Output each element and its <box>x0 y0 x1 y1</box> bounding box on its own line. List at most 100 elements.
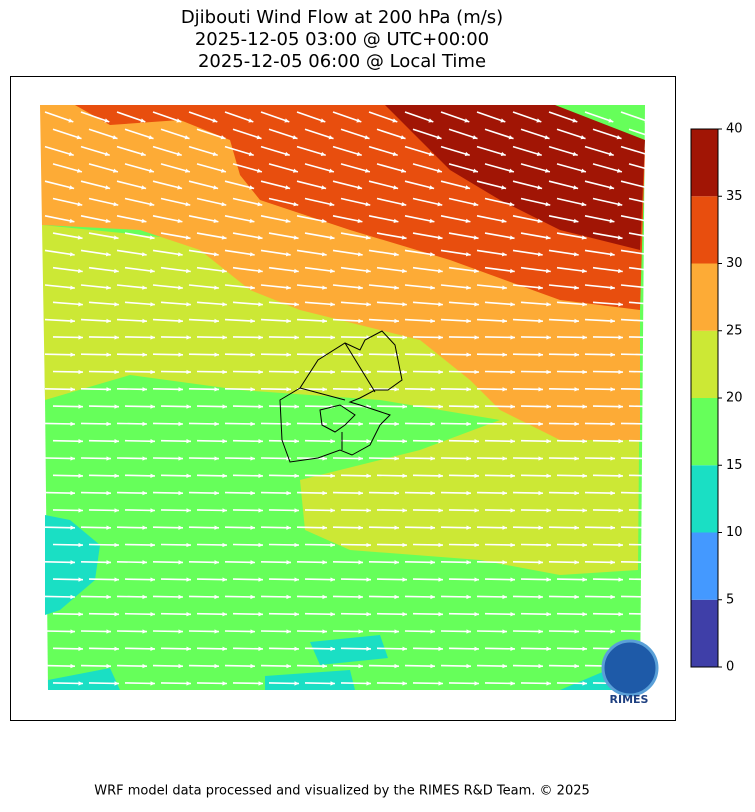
wind-arrow-head <box>546 404 551 409</box>
wind-arrow <box>116 664 148 667</box>
wind-arrow-head <box>114 612 119 617</box>
wind-arrow-head <box>582 681 587 686</box>
colorbar-tick-label: 5 <box>726 592 734 607</box>
wind-arrow-head <box>68 151 74 157</box>
wind-arrow <box>80 180 111 190</box>
wind-arrow <box>404 630 436 633</box>
wind-arrow <box>44 284 75 289</box>
wind-arrow-head <box>366 268 371 274</box>
wind-arrow-head <box>329 235 335 240</box>
wind-arrow <box>412 543 444 546</box>
wind-arrow <box>296 491 328 494</box>
wind-arrow-head <box>581 168 586 173</box>
wind-arrow <box>404 215 435 223</box>
wind-arrow-head <box>392 151 398 157</box>
wind-arrow <box>368 180 399 190</box>
wind-arrow-head <box>538 285 543 290</box>
colorbar: 0 5 10 15 20 25 30 35 40 <box>690 122 743 675</box>
wind-arrow <box>512 561 544 564</box>
wind-arrow-head <box>438 681 443 686</box>
wind-arrow <box>160 197 191 206</box>
wind-arrow <box>260 491 292 494</box>
wind-arrow-head <box>502 525 507 530</box>
wind-arrow-head <box>536 118 542 123</box>
wind-arrow <box>188 422 220 425</box>
wind-arrow <box>620 353 652 356</box>
wind-arrow <box>188 353 220 356</box>
wind-arrow <box>332 561 364 564</box>
wind-arrow <box>268 197 299 206</box>
wind-arrow <box>584 457 616 460</box>
wind-arrow-head <box>438 473 443 478</box>
wind-arrow <box>404 422 436 425</box>
colorbar-segment <box>691 129 718 197</box>
wind-arrow <box>124 474 156 477</box>
wind-arrow-head <box>70 629 75 634</box>
wind-arrow-head <box>70 352 75 357</box>
wind-arrow-head <box>438 302 443 307</box>
wind-arrow-head <box>322 387 327 392</box>
wind-arrow <box>404 664 436 667</box>
wind-arrow-head <box>78 473 83 478</box>
wind-arrow-head <box>574 663 579 669</box>
wind-arrow-head <box>510 302 515 307</box>
wind-arrow-head <box>394 387 399 392</box>
wind-arrow <box>368 353 400 356</box>
wind-arrow <box>440 249 471 256</box>
wind-arrow-head <box>502 318 507 324</box>
wind-arrow-head <box>538 456 543 461</box>
wind-arrow <box>224 664 256 667</box>
wind-arrow <box>232 197 263 206</box>
title-line: 2025-12-05 06:00 @ Local Time <box>198 51 486 72</box>
wind-arrow-head <box>250 456 255 461</box>
wind-arrow-head <box>70 318 75 324</box>
wind-arrow <box>404 284 435 289</box>
wind-arrow <box>448 163 479 173</box>
colorbar-segment <box>691 263 718 331</box>
wind-arrow <box>448 266 479 273</box>
wind-arrow <box>368 422 400 425</box>
wind-arrow-head <box>466 318 471 324</box>
wind-arrow <box>556 543 588 546</box>
wind-arrow-head <box>366 542 371 548</box>
wind-arrow-head <box>178 663 183 669</box>
wind-arrow <box>296 630 328 633</box>
wind-arrow-head <box>546 302 551 307</box>
wind-arrow-head <box>654 681 659 686</box>
wind-arrow <box>448 439 480 443</box>
colorbar-segment <box>691 465 718 533</box>
wind-arrow-head <box>293 235 299 240</box>
wind-arrow <box>484 370 516 373</box>
wind-arrow-head <box>104 118 110 123</box>
wind-arrow <box>160 612 192 616</box>
wind-arrow-head <box>222 302 227 307</box>
wind-arrow-head <box>322 629 327 634</box>
wind-arrow-head <box>358 318 363 324</box>
wind-arrow <box>476 422 508 425</box>
wind-arrow-head <box>582 404 587 409</box>
wind-arrow <box>88 612 120 616</box>
wind-arrow <box>80 526 112 529</box>
wind-arrow-head <box>646 490 651 496</box>
wind-arrow-head <box>222 577 227 582</box>
wind-arrow-head <box>285 218 291 223</box>
wind-arrow <box>232 578 264 581</box>
wind-arrow <box>376 612 408 616</box>
wind-arrow-head <box>402 508 407 513</box>
wind-arrow-head <box>330 508 335 513</box>
wind-arrow <box>520 509 552 512</box>
wind-arrow-head <box>186 473 191 478</box>
wind-arrow-head <box>177 185 183 190</box>
wind-arrow <box>440 180 471 190</box>
wind-arrow <box>196 405 228 408</box>
wind-arrow-head <box>70 560 75 565</box>
wind-arrow <box>196 578 228 581</box>
wind-arrow-head <box>69 218 75 223</box>
colorbar-segment <box>691 196 718 264</box>
wind-arrow <box>116 422 148 425</box>
wind-arrow <box>224 595 256 598</box>
wind-arrow-head <box>474 612 479 617</box>
wind-arrow <box>152 630 184 633</box>
wind-arrow-head <box>537 218 543 223</box>
wind-arrow-head <box>284 151 290 157</box>
